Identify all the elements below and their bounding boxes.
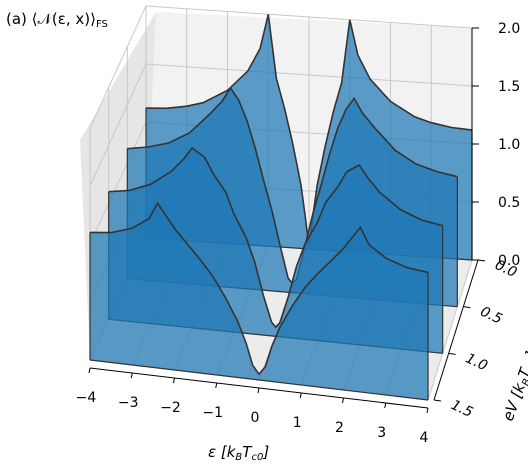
y-tick-mark <box>477 259 486 262</box>
x-axis-label: ε [kBTc0] <box>208 443 269 463</box>
z-tick-label: 0.0 <box>498 253 520 269</box>
series-line <box>108 146 443 329</box>
y-tick-mark <box>448 352 456 355</box>
x-floor-gridline <box>427 259 473 401</box>
series-line <box>89 201 429 376</box>
y-tick-label: 1.5 <box>448 397 475 421</box>
y-tick-mark <box>463 306 471 309</box>
series-baseline <box>89 359 429 401</box>
x-tick-mark <box>257 387 260 394</box>
x-tick-label: −3 <box>118 395 139 411</box>
x-tick-label: 3 <box>377 425 386 441</box>
x-tick-label: −4 <box>76 390 97 406</box>
z-tick-label: 0.5 <box>498 195 520 211</box>
z-tick-labels: 0.0 0.5 1.0 1.5 2.0 <box>472 21 520 269</box>
x-tick-mark <box>299 392 302 399</box>
series-areas <box>89 14 473 401</box>
x-tick-mark <box>342 397 344 404</box>
x-tick-mark <box>426 407 429 414</box>
series-fill <box>90 203 428 400</box>
x-tick-mark <box>88 367 91 374</box>
y-tick-mark <box>433 399 442 402</box>
z-gridline <box>89 5 473 129</box>
y-tick-label: 1.0 <box>463 350 490 374</box>
x-tick-label: −1 <box>202 405 223 421</box>
x-tick-label: 0 <box>251 410 260 426</box>
z-tick-label: 2.0 <box>498 21 520 37</box>
chart-title: (a) ⟨𝒩(ε, x)⟩FS <box>6 10 108 30</box>
x-tick-mark <box>173 377 175 384</box>
y-tick-label: 0.5 <box>478 304 505 328</box>
y-axis-label: eV [kBTc0] <box>499 349 528 424</box>
x-tick-label: 4 <box>420 430 429 446</box>
x-tick-mark <box>384 402 387 409</box>
z-tick-label: 1.0 <box>498 137 520 153</box>
x-tick-label: −2 <box>160 400 181 416</box>
x-tick-mark <box>215 382 218 389</box>
x-tick-mark <box>130 372 133 379</box>
x-tick-labels: −4 −3 −2 −1 0 1 2 3 4 <box>76 367 429 446</box>
z-tick-label: 1.5 <box>498 79 520 95</box>
x-tick-label: 2 <box>335 420 344 436</box>
x-tick-label: 1 <box>293 415 302 431</box>
y-axis-line <box>433 259 479 401</box>
